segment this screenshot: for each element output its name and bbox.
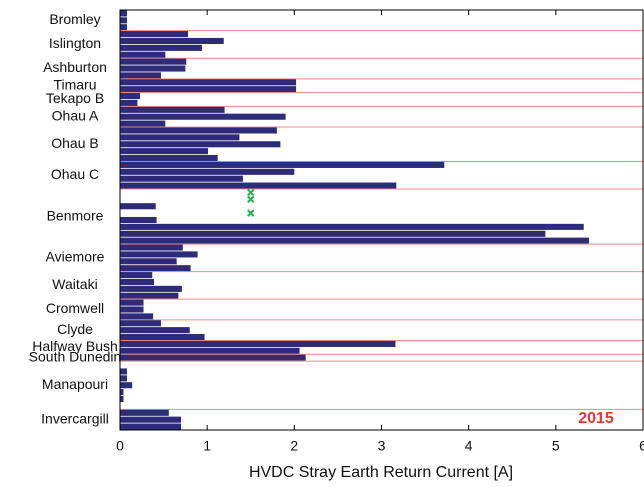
bar [120, 31, 188, 38]
bar [120, 141, 281, 148]
x-tick-label: 4 [465, 438, 473, 454]
group-label: Benmore [47, 207, 104, 223]
bar [120, 389, 124, 396]
bar [120, 154, 218, 162]
bar [120, 272, 153, 279]
bar [120, 113, 286, 120]
bar [120, 416, 182, 423]
bar [120, 223, 584, 230]
bar [120, 148, 209, 155]
bar [120, 10, 127, 17]
bar [120, 313, 154, 320]
x-tick-label: 2 [290, 438, 298, 454]
bar [120, 278, 154, 286]
group-label: Islington [49, 35, 101, 51]
bar [120, 285, 182, 292]
bar [120, 99, 138, 106]
bar [120, 37, 224, 45]
bar [120, 216, 157, 224]
x-tick-label: 5 [552, 438, 560, 454]
bar [120, 230, 546, 237]
bar [120, 24, 127, 31]
bar [120, 327, 190, 334]
group-label: Timaru [53, 76, 96, 92]
bar [120, 161, 445, 168]
bar [120, 237, 589, 244]
bar [120, 72, 161, 79]
bar [120, 175, 243, 182]
bar [120, 354, 306, 361]
bar [120, 79, 297, 86]
group-label: South Dunedin [29, 348, 122, 364]
group-label: Aviemore [46, 249, 105, 265]
group-label: Halfway Bush [32, 338, 118, 354]
bar [120, 203, 156, 210]
missing-marker [247, 188, 255, 197]
bar [120, 409, 169, 416]
bar [120, 244, 183, 251]
x-tick-label: 0 [116, 438, 124, 454]
bar [120, 168, 295, 175]
group-label: Ohau C [51, 166, 99, 182]
bar [120, 395, 124, 403]
bar [120, 423, 182, 430]
bar [120, 93, 141, 100]
bar [120, 17, 127, 24]
group-label: Invercargill [41, 410, 109, 426]
bar [120, 258, 177, 265]
missing-marker [247, 195, 255, 204]
bar [120, 106, 225, 113]
annotation: 2015 [578, 410, 614, 427]
bar [120, 127, 277, 134]
bar [120, 320, 161, 327]
bar [120, 299, 144, 306]
group-label: Clyde [57, 321, 93, 337]
bar [120, 86, 297, 93]
x-tick-label: 3 [378, 438, 386, 454]
bar [120, 375, 127, 382]
group-label: Manapouri [42, 376, 108, 392]
bar [120, 347, 300, 354]
group-label: Ohau B [51, 135, 98, 151]
x-tick-label: 6 [639, 438, 644, 454]
x-tick-label: 1 [203, 438, 211, 454]
bar [120, 44, 202, 51]
missing-marker [247, 209, 255, 217]
bar [120, 58, 187, 65]
bar [120, 120, 166, 127]
bar [120, 334, 205, 341]
group-label: Ashburton [43, 59, 107, 75]
bar [120, 182, 397, 189]
group-label: Cromwell [46, 300, 104, 316]
bar [120, 340, 396, 347]
bar [120, 65, 186, 72]
x-axis-label: HVDC Stray Earth Return Current [A] [249, 464, 513, 481]
plot-frame [119, 9, 644, 431]
bar [120, 368, 127, 375]
bar [120, 265, 191, 272]
group-label: Waitaki [52, 276, 97, 292]
bar [120, 134, 240, 141]
bar [120, 306, 144, 313]
group-label: Bromley [49, 11, 100, 27]
bar [120, 382, 133, 389]
bar [120, 51, 166, 58]
group-label: Ohau A [52, 107, 99, 123]
bar [120, 292, 179, 299]
bar [120, 251, 198, 258]
group-label: Tekapo B [46, 90, 104, 106]
